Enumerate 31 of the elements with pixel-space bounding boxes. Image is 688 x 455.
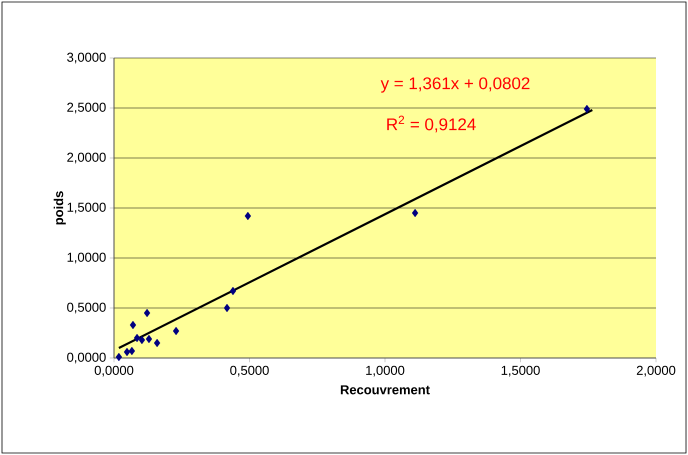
x-tick-label: 0,0000 [94, 366, 134, 376]
point [146, 334, 152, 344]
point [134, 334, 140, 342]
point [244, 212, 252, 220]
x-tick-label: 0,5000 [230, 366, 269, 376]
x-axis-title: Recouvrement [340, 385, 430, 394]
y-tick-label: 0,0000 [67, 352, 106, 364]
point [124, 348, 130, 356]
point [116, 352, 122, 362]
point [154, 338, 160, 348]
point [412, 208, 418, 218]
point [128, 346, 136, 356]
annotation: R$^{2}$ = 0,9124 [387, 116, 476, 132]
point [230, 286, 236, 296]
y-axis-title: poids [54, 191, 66, 224]
point [144, 308, 150, 318]
point [138, 336, 146, 344]
y-tick-label: 2,0000 [67, 152, 106, 164]
x-tick-label: 1,5000 [502, 366, 540, 376]
point [584, 104, 590, 114]
y-tick-label: 3,0000 [67, 52, 106, 64]
point [224, 304, 230, 312]
y-tick-label: 1,5000 [68, 202, 106, 214]
y-tick-label: 0,5000 [67, 302, 106, 314]
y-tick-label: 1,0000 [68, 252, 106, 264]
x-tick-label: 1,0000 [366, 366, 404, 376]
x-tick-label: 2,0000 [636, 366, 676, 376]
point [130, 320, 136, 330]
annotation: y = 1,361x + 0,0802 [380, 77, 530, 93]
y-tick-label: 2,5000 [67, 102, 106, 114]
point [172, 326, 180, 336]
